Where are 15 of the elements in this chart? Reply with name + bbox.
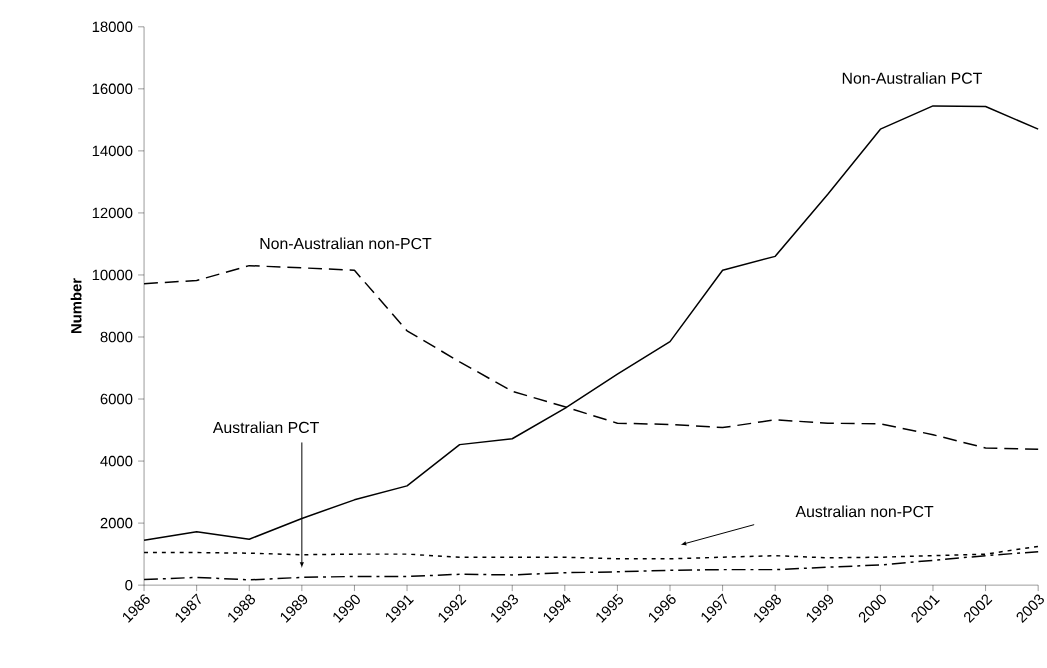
y-tick-label: 18000 [92, 21, 133, 33]
y-tick-label: 2000 [100, 518, 133, 529]
text: Australian non-PCT [795, 505, 934, 518]
y-tick-label: 8000 [100, 331, 133, 343]
y-tick-label: 12000 [92, 207, 133, 219]
y-tick-label: 0 [125, 580, 133, 591]
y-tick-label: 4000 [100, 456, 133, 467]
y-tick-label: 10000 [92, 269, 133, 281]
y-axis-title: Number [70, 278, 82, 334]
y-tick-label: 6000 [100, 393, 133, 405]
y-tick-label: 16000 [92, 83, 133, 95]
y-tick-label: 14000 [92, 145, 133, 157]
series-label: Non-Australian PCT [842, 72, 982, 85]
text: Australian PCT [212, 421, 319, 434]
series-label: Non-Australian non-PCT [260, 237, 432, 250]
